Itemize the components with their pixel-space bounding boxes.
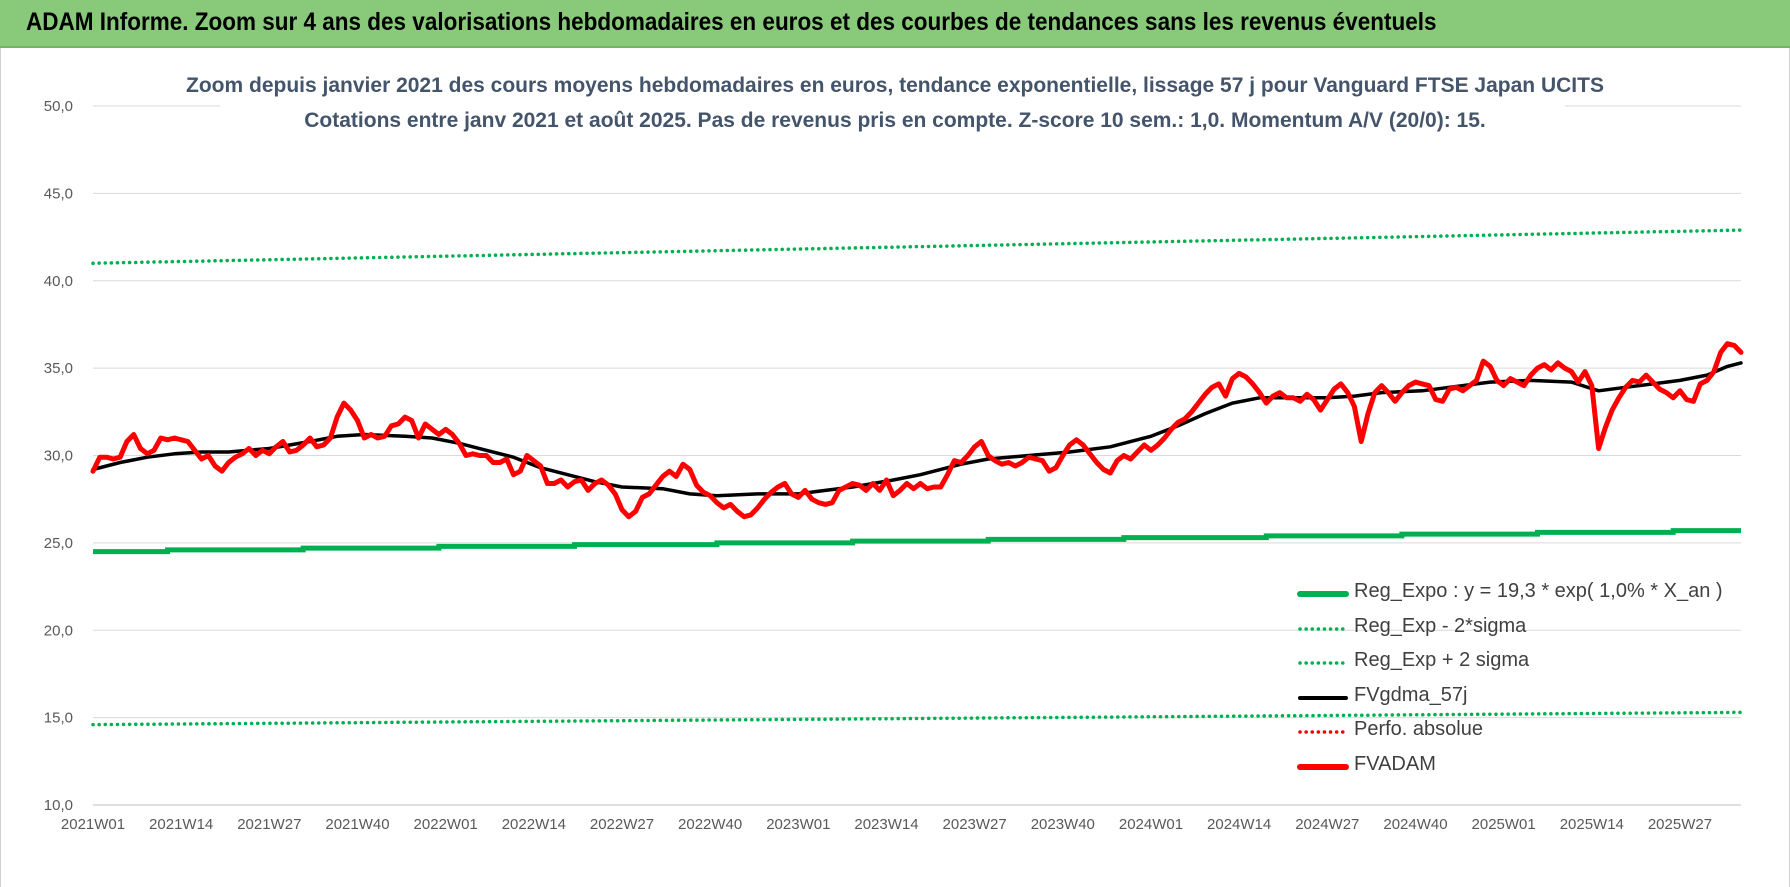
series-line — [91, 361, 1743, 498]
legend-label: Reg_Exp + 2 sigma — [1354, 649, 1530, 672]
x-tick-label: 2024W01 — [1119, 816, 1183, 833]
x-tick-label: 2021W40 — [325, 816, 389, 833]
legend-item: Reg_Expo : y = 19,3 * exp( 1,0% * X_an ) — [1296, 578, 1723, 613]
legend-swatch — [1297, 591, 1349, 597]
y-tick-label: 45,0 — [44, 185, 73, 202]
series-line — [93, 528, 1741, 555]
y-tick-label: 25,0 — [44, 535, 73, 552]
y-tick-label: 50,0 — [44, 98, 73, 115]
x-tick-label: 2022W40 — [678, 816, 742, 833]
y-tick-label: 20,0 — [44, 622, 73, 639]
x-tick-label: 2024W27 — [1295, 816, 1359, 833]
chart-legend: Reg_Expo : y = 19,3 * exp( 1,0% * X_an )… — [1296, 578, 1723, 786]
legend-item: Perfo. absolue — [1296, 716, 1716, 751]
x-tick-label: 2025W01 — [1472, 816, 1536, 833]
legend-label: FVgdma_57j — [1354, 683, 1468, 706]
chart-title-box — [220, 72, 1565, 142]
x-tick-label: 2023W01 — [766, 816, 830, 833]
x-tick-label: 2025W27 — [1648, 816, 1712, 833]
legend-swatch — [1298, 626, 1348, 631]
chart-title-line-2: Cotations entre janv 2021 et août 2025. … — [304, 109, 1486, 132]
x-tick-label: 2021W27 — [237, 816, 301, 833]
legend-item: FVgdma_57j — [1296, 682, 1716, 717]
y-tick-label: 40,0 — [44, 273, 73, 290]
y-tick-label: 35,0 — [44, 360, 73, 377]
x-tick-label: 2021W14 — [149, 816, 213, 833]
x-tick-label: 2024W40 — [1383, 816, 1447, 833]
x-tick-label: 2023W40 — [1031, 816, 1095, 833]
y-tick-label: 10,0 — [44, 797, 73, 814]
series-layer — [90, 228, 1744, 727]
report-title: ADAM Informe. Zoom sur 4 ans des valoris… — [26, 8, 1437, 36]
legend-item: FVADAM — [1296, 751, 1716, 786]
legend-label: Perfo. absolue — [1354, 718, 1483, 741]
legend-swatch — [1298, 730, 1348, 735]
x-tick-label: 2024W14 — [1207, 816, 1271, 833]
legend-label: Reg_Exp - 2*sigma — [1354, 614, 1527, 637]
series-line — [90, 341, 1744, 520]
x-tick-label: 2025W14 — [1560, 816, 1624, 833]
y-axis: 10,0 15,0 20,0 25,0 30,0 35,0 40,0 45,0 50,0 — [44, 98, 73, 814]
legend-label: FVADAM — [1354, 752, 1436, 775]
y-tick-label: 30,0 — [44, 448, 73, 465]
gridlines — [93, 105, 1741, 806]
series-line — [91, 710, 1743, 727]
series-line — [91, 228, 1743, 266]
x-tick-label: 2022W27 — [590, 816, 654, 833]
y-tick-label: 15,0 — [44, 710, 73, 727]
legend-swatch — [1298, 695, 1348, 700]
legend-swatch — [1298, 661, 1348, 665]
x-tick-label: 2022W01 — [414, 816, 478, 833]
report-header: ADAM Informe. Zoom sur 4 ans des valoris… — [0, 0, 1790, 48]
x-tick-label: 2022W14 — [502, 816, 566, 833]
chart-title-line-1: Zoom depuis janvier 2021 des cours moyen… — [186, 74, 1604, 97]
legend-swatch — [1297, 763, 1349, 770]
x-tick-label: 2021W01 — [61, 816, 125, 833]
legend-item: Reg_Exp + 2 sigma — [1296, 647, 1716, 682]
x-tick-label: 2023W27 — [943, 816, 1007, 833]
x-axis: 2021W01 2021W14 2021W27 2021W40 2022W01 2022W… — [61, 816, 1712, 833]
x-tick-label: 2023W14 — [854, 816, 918, 833]
legend-item: Reg_Exp - 2*sigma — [1296, 613, 1716, 648]
legend-label: Reg_Expo : y = 19,3 * exp( 1,0% * X_an ) — [1354, 580, 1723, 602]
